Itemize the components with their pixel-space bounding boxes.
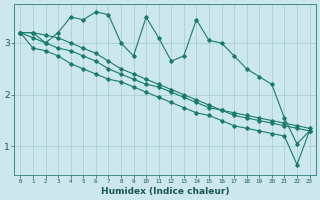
- X-axis label: Humidex (Indice chaleur): Humidex (Indice chaleur): [101, 187, 229, 196]
